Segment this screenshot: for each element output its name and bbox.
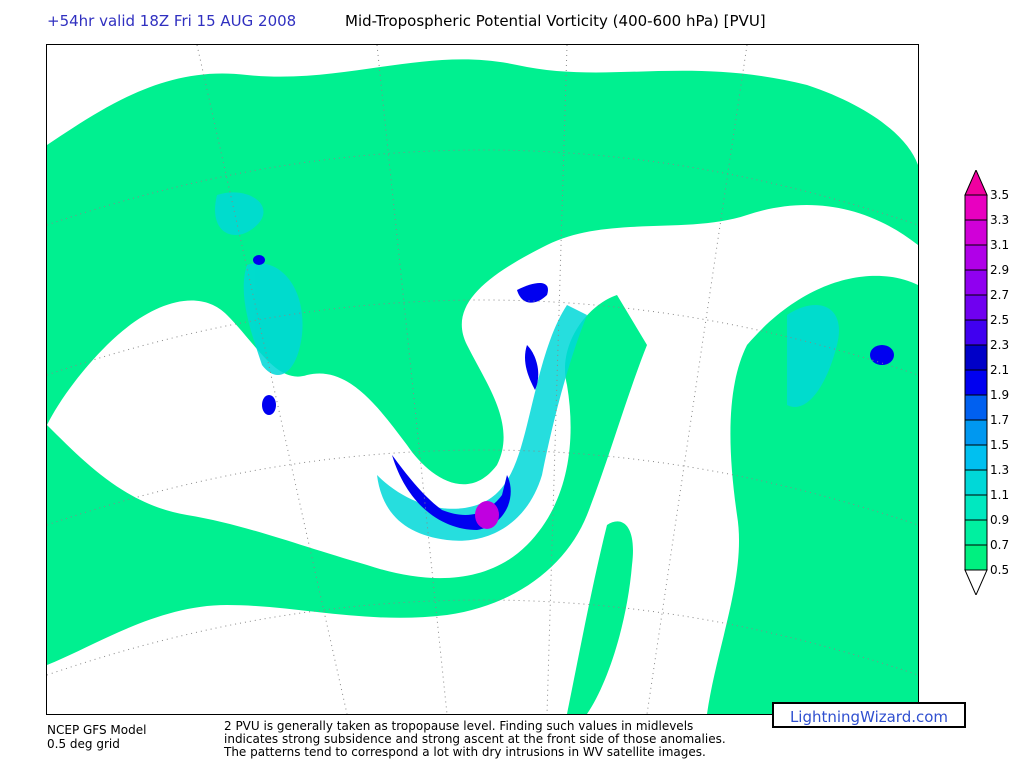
colorbar-label: 1.1 <box>990 488 1010 502</box>
colorbar-label: 2.9 <box>990 263 1010 277</box>
pv-max <box>475 501 499 529</box>
colorbar-swatch <box>964 219 988 246</box>
colorbar-label: 2.7 <box>990 288 1010 302</box>
note-line-2: indicates strong subsidence and strong a… <box>224 732 726 746</box>
colorbar-swatch <box>964 394 988 421</box>
colorbar-label: 1.3 <box>990 463 1010 477</box>
colorbar-swatch <box>964 544 988 571</box>
forecast-valid-time: +54hr valid 18Z Fri 15 AUG 2008 <box>47 12 297 30</box>
colorbar-swatch <box>964 344 988 371</box>
colorbar-label: 2.3 <box>990 338 1010 352</box>
colorbar-label: 2.1 <box>990 363 1010 377</box>
colorbar: 3.5 3.3 3.1 2.9 2.7 2.5 2.3 2.1 1.9 1.7 1.5 1.3 1.1 0… <box>964 170 1020 595</box>
pv-filament <box>567 521 633 714</box>
colorbar-label: 1.9 <box>990 388 1010 402</box>
colorbar-swatch <box>964 244 988 271</box>
pv-band-north <box>47 59 918 485</box>
colorbar-swatch <box>964 194 988 221</box>
pv-field-mid <box>215 192 839 541</box>
colorbar-label: 0.7 <box>990 538 1010 552</box>
colorbar-label: 3.1 <box>990 238 1010 252</box>
pv-band-south <box>47 295 647 665</box>
colorbar-swatch <box>964 494 988 521</box>
pv-map <box>46 44 919 715</box>
pv-field-high <box>253 255 894 530</box>
colorbar-swatch <box>964 294 988 321</box>
colorbar-swatch <box>964 269 988 296</box>
colorbar-label: 0.9 <box>990 513 1010 527</box>
colorbar-swatch <box>964 519 988 546</box>
map-title: Mid-Tropospheric Potential Vorticity (40… <box>345 12 766 30</box>
pv-band-east <box>707 275 918 714</box>
colorbar-label: 3.5 <box>990 188 1010 202</box>
grid-label: 0.5 deg grid <box>47 737 120 751</box>
colorbar-label: 1.7 <box>990 413 1010 427</box>
model-label: NCEP GFS Model <box>47 723 147 737</box>
pv-field-low <box>47 59 918 714</box>
colorbar-label: 0.5 <box>990 563 1010 577</box>
note-line-1: 2 PVU is generally taken as tropopause l… <box>224 719 694 733</box>
colorbar-label: 3.3 <box>990 213 1010 227</box>
colorbar-max-arrow <box>964 170 988 196</box>
colorbar-label: 1.5 <box>990 438 1010 452</box>
colorbar-swatch <box>964 319 988 346</box>
colorbar-swatch <box>964 444 988 471</box>
colorbar-swatch <box>964 419 988 446</box>
brand-link[interactable]: LightningWizard.com <box>772 702 966 728</box>
colorbar-min-arrow <box>964 569 988 595</box>
colorbar-swatch <box>964 369 988 396</box>
graticule <box>47 45 918 714</box>
colorbar-swatch <box>964 469 988 496</box>
note-line-3: The patterns tend to correspond a lot wi… <box>224 745 706 759</box>
colorbar-label: 2.5 <box>990 313 1010 327</box>
